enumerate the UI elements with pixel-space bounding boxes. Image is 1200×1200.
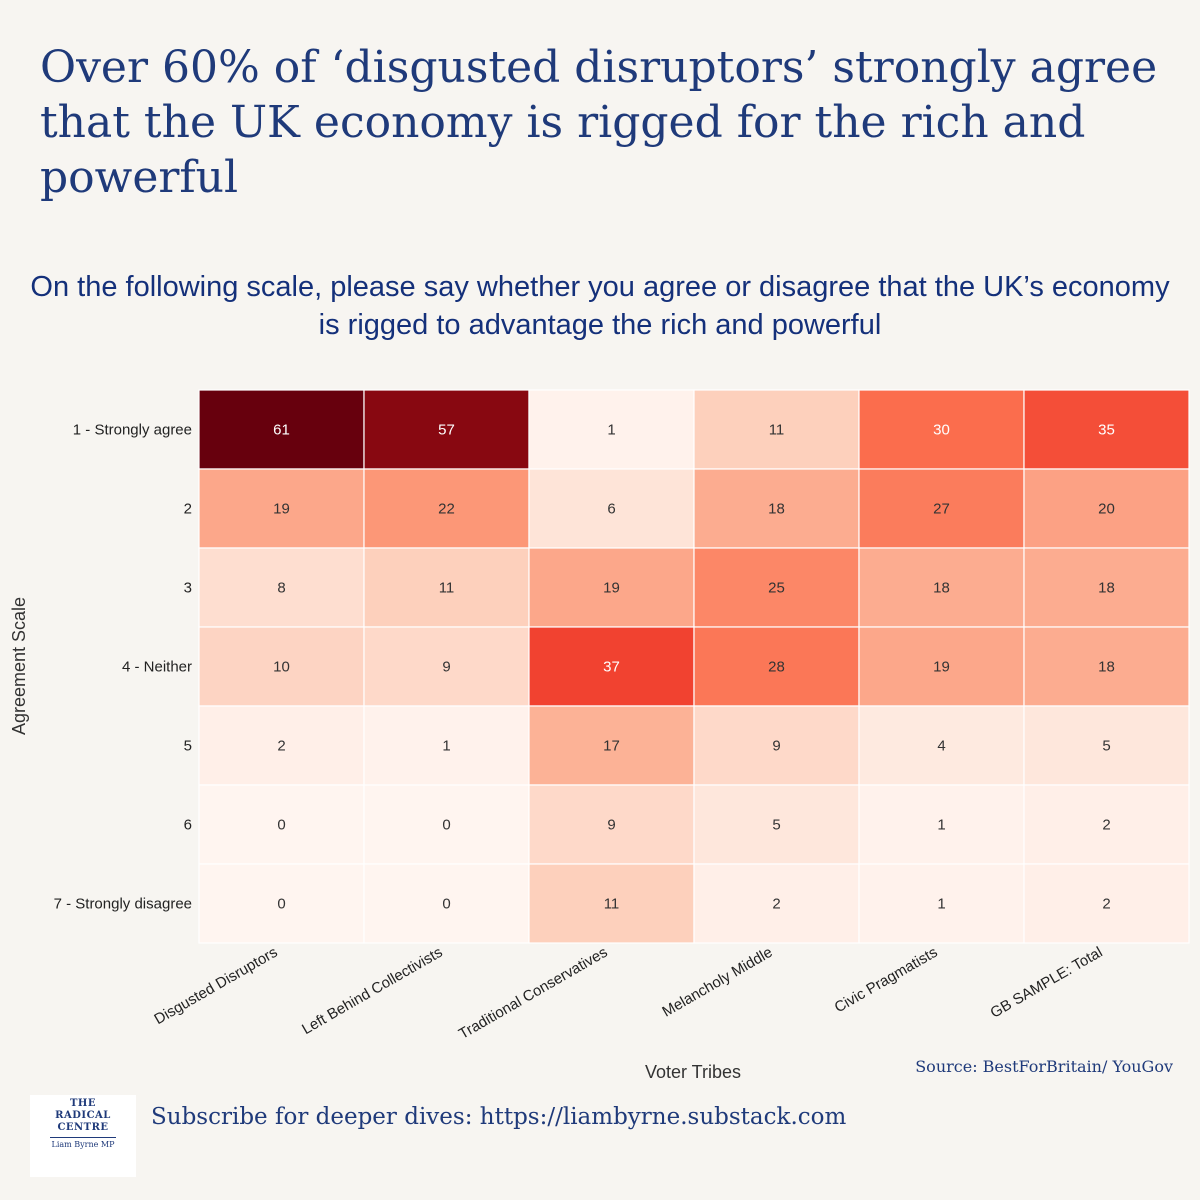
cell-value: 2 xyxy=(772,896,780,913)
cell-value: 22 xyxy=(438,501,455,518)
cell-value: 9 xyxy=(607,817,615,834)
cell-value: 37 xyxy=(603,659,620,676)
x-tick-label: Left Behind Collectivists xyxy=(299,944,445,1038)
y-tick-label: 5 xyxy=(184,738,192,755)
cell-value: 19 xyxy=(603,580,620,597)
logo-word-radical: RADICAL xyxy=(55,1110,111,1121)
cell-value: 18 xyxy=(1098,659,1115,676)
heatmap-cell xyxy=(858,863,1025,944)
cell-value: 8 xyxy=(277,580,285,597)
heatmap-cell xyxy=(1023,389,1190,470)
heatmap-cell xyxy=(528,784,695,865)
cell-value: 27 xyxy=(933,501,950,518)
heatmap-cell xyxy=(858,468,1025,549)
y-tick-label: 7 - Strongly disagree xyxy=(54,896,192,913)
logo-word-the: THE xyxy=(69,1098,96,1109)
y-tick-label: 6 xyxy=(184,817,192,834)
cell-value: 5 xyxy=(1102,738,1110,755)
cell-value: 11 xyxy=(439,580,455,597)
x-tick-label: Disgusted Disruptors xyxy=(151,944,280,1028)
heatmap-cell xyxy=(198,468,365,549)
y-tick-label: 3 xyxy=(184,580,192,597)
survey-question: On the following scale, please say wheth… xyxy=(30,271,1170,341)
cell-value: 30 xyxy=(933,422,950,439)
heatmap-cell xyxy=(363,863,530,944)
cell-value: 18 xyxy=(933,580,950,597)
x-axis-label: Voter Tribes xyxy=(645,1062,741,1082)
cell-value: 0 xyxy=(442,896,450,913)
cell-value: 18 xyxy=(768,501,785,518)
logo-word-centre: CENTRE xyxy=(57,1122,109,1133)
cell-value: 1 xyxy=(607,422,615,439)
cell-value: 57 xyxy=(438,422,455,439)
cell-value: 2 xyxy=(1102,896,1110,913)
heatmap-cell xyxy=(1023,468,1190,549)
cell-value: 10 xyxy=(273,659,290,676)
cell-value: 9 xyxy=(442,659,450,676)
cell-value: 0 xyxy=(277,817,285,834)
heatmap-cell xyxy=(1023,547,1190,628)
cell-value: 19 xyxy=(273,501,290,518)
x-tick-label: Traditional Conservatives xyxy=(456,944,611,1043)
heatmap-cell xyxy=(528,626,695,707)
heatmap-cell xyxy=(693,468,860,549)
cell-value: 9 xyxy=(772,738,780,755)
x-tick-label: Melancholy Middle xyxy=(659,944,775,1021)
heatmap-cell xyxy=(198,863,365,944)
heatmap-cell xyxy=(528,389,695,470)
cell-value: 0 xyxy=(442,817,450,834)
cell-value: 11 xyxy=(604,896,620,913)
cell-value: 4 xyxy=(937,738,945,755)
x-tick-label: Civic Pragmatists xyxy=(832,944,941,1017)
heatmap-cell xyxy=(1023,863,1190,944)
cell-value: 20 xyxy=(1098,501,1115,518)
heatmap-cell xyxy=(528,547,695,628)
logo-author: Liam Byrne MP xyxy=(51,1140,115,1149)
chart-title: Over 60% of ‘disgusted disruptors’ stron… xyxy=(40,42,1158,203)
heatmap-cell xyxy=(693,389,860,470)
cell-value: 28 xyxy=(768,659,785,676)
radical-centre-logo: THE RADICAL CENTRE Liam Byrne MP xyxy=(30,1095,136,1177)
x-tick-label: GB SAMPLE: Total xyxy=(987,944,1105,1022)
subscribe-link[interactable]: Subscribe for deeper dives: https://liam… xyxy=(151,1104,847,1130)
y-tick-label: 4 - Neither xyxy=(122,659,192,676)
heatmap-cell xyxy=(528,863,695,944)
heatmap-cell xyxy=(693,705,860,786)
heatmap-cell xyxy=(1023,626,1190,707)
heatmap-cell xyxy=(198,626,365,707)
heatmap-cell xyxy=(858,784,1025,865)
y-tick-label: 1 - Strongly agree xyxy=(73,422,192,439)
source-note: Source: BestForBritain/ YouGov xyxy=(915,1057,1173,1076)
cell-value: 2 xyxy=(277,738,285,755)
heatmap-cell xyxy=(528,705,695,786)
heatmap-cell xyxy=(528,468,695,549)
heatmap-cell xyxy=(198,547,365,628)
cell-value: 1 xyxy=(937,896,945,913)
cell-value: 11 xyxy=(769,422,785,439)
cell-value: 1 xyxy=(442,738,450,755)
cell-value: 0 xyxy=(277,896,285,913)
heatmap-cell xyxy=(363,547,530,628)
heatmap-cell xyxy=(363,626,530,707)
cell-value: 17 xyxy=(603,738,620,755)
heatmap-cell xyxy=(198,389,365,470)
heatmap-cell xyxy=(363,468,530,549)
heatmap-cell xyxy=(858,626,1025,707)
y-axis-label: Agreement Scale xyxy=(9,597,29,735)
cell-value: 35 xyxy=(1098,422,1115,439)
cell-value: 25 xyxy=(768,580,785,597)
y-tick-label: 2 xyxy=(184,501,192,518)
cell-value: 5 xyxy=(772,817,780,834)
cell-value: 18 xyxy=(1098,580,1115,597)
heatmap-cell xyxy=(363,784,530,865)
cell-value: 1 xyxy=(937,817,945,834)
cell-value: 61 xyxy=(273,422,290,439)
logo-divider xyxy=(50,1137,116,1138)
heatmap-cell xyxy=(858,547,1025,628)
heatmap-cell xyxy=(1023,705,1190,786)
cell-value: 19 xyxy=(933,659,950,676)
cell-value: 6 xyxy=(607,501,615,518)
cell-value: 2 xyxy=(1102,817,1110,834)
